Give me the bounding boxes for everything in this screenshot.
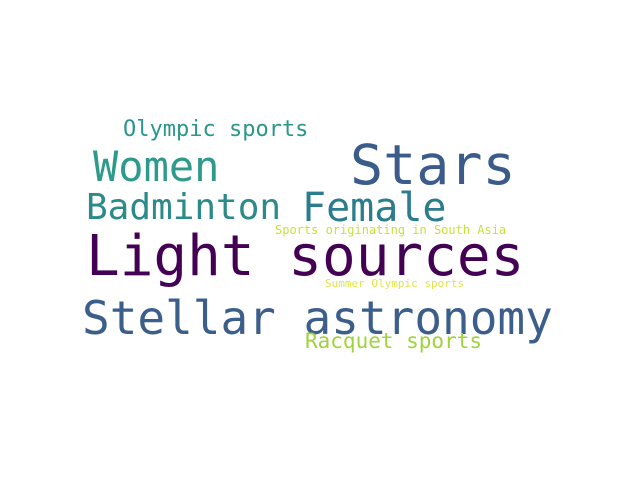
word-stars: Stars [350, 133, 516, 197]
word-badminton: Badminton [86, 187, 282, 228]
word-female: Female [302, 185, 447, 231]
word-light-sources: Light sources [86, 224, 525, 289]
word-olympic-sports: Olympic sports [123, 117, 309, 142]
word-summer-olympic-sports: Summer Olympic sports [325, 277, 465, 290]
word-sports-originating-in-south-asia: Sports originating in South Asia [275, 223, 507, 237]
word-racquet-sports: Racquet sports [305, 329, 483, 353]
word-women: Women [93, 142, 220, 191]
word-stellar-astronomy: Stellar astronomy [82, 291, 553, 345]
